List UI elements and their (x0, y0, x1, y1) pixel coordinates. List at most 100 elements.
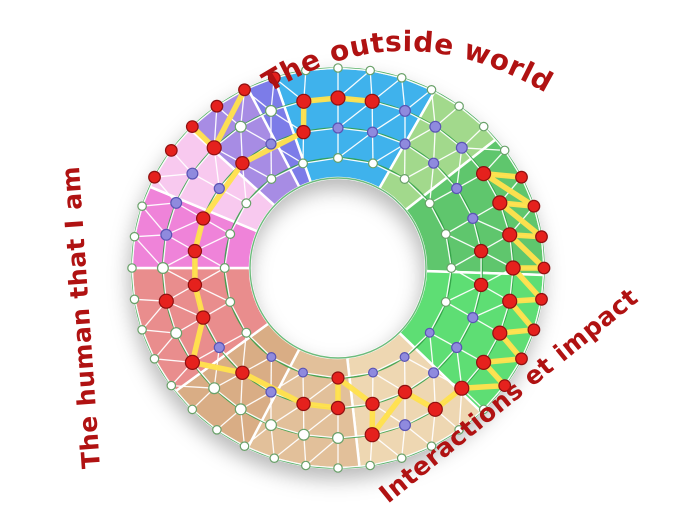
mesh-line (240, 409, 246, 447)
node-0-29 (129, 294, 140, 305)
mesh-line (244, 445, 275, 459)
node-3-2 (399, 174, 410, 185)
mesh-line (372, 131, 406, 145)
mesh-line (216, 429, 245, 447)
node-3-1 (368, 158, 379, 169)
node-2-13 (330, 400, 346, 416)
node-0-39 (300, 65, 311, 76)
node-0-18 (396, 453, 407, 463)
mesh-line (131, 236, 136, 269)
node-0-21 (300, 460, 311, 471)
mesh-line (430, 89, 436, 127)
node-1-25 (160, 228, 173, 241)
node-0-36 (210, 99, 224, 113)
node-2-16 (235, 365, 250, 380)
mesh-line (224, 233, 231, 269)
node-3-10 (331, 371, 345, 385)
node-0-11 (535, 292, 548, 306)
node-0-27 (149, 353, 160, 364)
node-1-31 (296, 93, 312, 109)
mesh-line (404, 143, 434, 164)
node-2-1 (366, 126, 379, 138)
mesh-line (401, 445, 432, 459)
node-0-6 (499, 145, 510, 156)
node-3-17 (241, 198, 252, 209)
mesh-line (404, 332, 431, 358)
node-0-5 (478, 121, 489, 132)
mesh-line (224, 267, 231, 303)
mesh-line (445, 267, 452, 303)
node-3-14 (225, 297, 236, 308)
node-2-4 (451, 182, 463, 195)
node-2-9 (451, 341, 463, 354)
mesh-line (372, 162, 405, 180)
node-2-11 (397, 384, 413, 400)
node-2-2 (399, 138, 411, 150)
node-0-20 (333, 463, 343, 473)
node-1-20 (208, 382, 221, 395)
mesh-line (337, 127, 373, 133)
mesh-line (271, 162, 304, 180)
node-1-14 (399, 419, 412, 432)
mesh-line (458, 105, 485, 128)
node-1-13 (427, 401, 443, 417)
mesh-line (433, 162, 458, 189)
mesh-line (370, 457, 402, 467)
node-0-8 (527, 199, 541, 213)
mesh-line (229, 301, 247, 334)
node-0-0 (333, 63, 343, 73)
node-1-29 (234, 120, 247, 133)
node-3-19 (298, 158, 309, 169)
node-3-18 (266, 174, 277, 185)
mesh-line (372, 110, 406, 133)
node-0-2 (396, 73, 407, 83)
node-0-31 (129, 231, 140, 242)
node-1-24 (156, 262, 169, 275)
node-1-2 (399, 104, 412, 117)
node-3-7 (424, 327, 435, 338)
node-2-12 (365, 396, 380, 412)
mesh-line (370, 69, 402, 79)
node-0-32 (137, 201, 147, 211)
node-0-25 (187, 404, 198, 415)
mesh-line (404, 178, 431, 204)
mesh-line (456, 188, 474, 219)
mesh-line (245, 332, 272, 358)
mesh-line (134, 236, 164, 269)
mesh-line (456, 317, 474, 348)
node-0-15 (478, 404, 489, 415)
node-0-4 (454, 101, 464, 111)
mesh-line (273, 434, 305, 459)
node-0-28 (137, 324, 147, 335)
node-3-9 (368, 367, 379, 378)
mesh-line (170, 385, 193, 410)
mesh-line (153, 358, 172, 386)
nodes (127, 63, 551, 473)
node-2-24 (265, 138, 277, 150)
mesh-line (245, 178, 272, 204)
label-human-that-i-am: The human that I am (56, 165, 106, 470)
node-2-5 (467, 212, 479, 224)
node-0-3 (426, 85, 437, 95)
node-1-17 (297, 428, 310, 441)
mesh-line (456, 147, 463, 189)
node-0-30 (127, 263, 137, 273)
node-0-33 (148, 170, 161, 184)
node-1-12 (454, 380, 470, 396)
node-1-19 (234, 403, 247, 416)
mesh-line (302, 157, 339, 165)
mesh-line (432, 126, 436, 164)
node-2-22 (213, 182, 225, 195)
mesh-line (171, 384, 215, 389)
mesh-line (141, 329, 156, 360)
node-0-14 (498, 379, 512, 393)
node-0-7 (515, 170, 528, 184)
hole-edge (249, 177, 427, 359)
node-2-0 (332, 122, 344, 134)
node-0-34 (164, 143, 178, 157)
node-1-10 (492, 325, 508, 341)
node-1-11 (476, 354, 492, 370)
node-2-23 (235, 155, 250, 171)
mesh-line (461, 147, 505, 152)
node-2-20 (187, 243, 203, 259)
